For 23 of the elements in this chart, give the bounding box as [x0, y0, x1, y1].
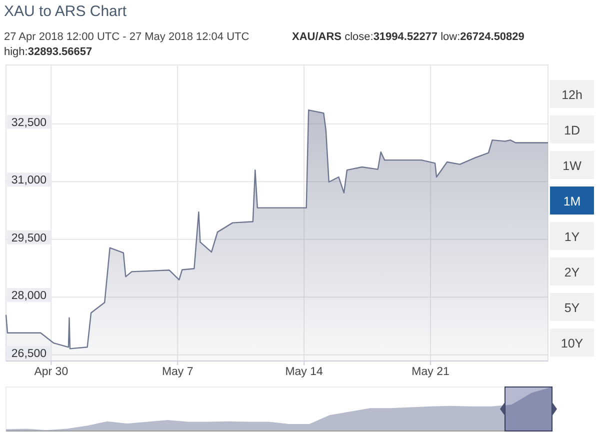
chart-title: XAU to ARS Chart: [4, 3, 128, 20]
range-button: 1W: [550, 151, 594, 179]
range-button: 1D: [550, 116, 594, 144]
chart-subtitle: 27 Apr 2018 12:00 UTC - 27 May 2018 12:04 UTC: [4, 31, 250, 43]
x-tick-label: Apr 30: [34, 366, 68, 378]
y-tick-label: 28,000: [11, 290, 47, 302]
text: close:31994.52277: [344, 31, 441, 43]
y-tick-label: 29,500: [11, 232, 47, 244]
y-tick-label: 32,500: [11, 116, 47, 129]
x-tick-label: May 21: [412, 366, 450, 378]
x-tick-label: May 7: [162, 366, 194, 378]
range-button: 1Y: [550, 222, 594, 250]
y-tick-label: 31,000: [11, 174, 47, 187]
text: low:26724.50829: [440, 31, 524, 43]
x-tick-label: May 14: [285, 366, 324, 378]
range-button: 5Y: [550, 293, 594, 321]
range-button: 1M: [550, 186, 594, 214]
range-button: 10Y: [550, 328, 594, 356]
range-button: 2Y: [550, 258, 594, 286]
text: XAU/ARS: [292, 31, 345, 43]
range-button: 12h: [550, 80, 594, 108]
text: high:32893.56657: [4, 46, 92, 58]
y-tick-label: 26,500: [11, 348, 47, 360]
